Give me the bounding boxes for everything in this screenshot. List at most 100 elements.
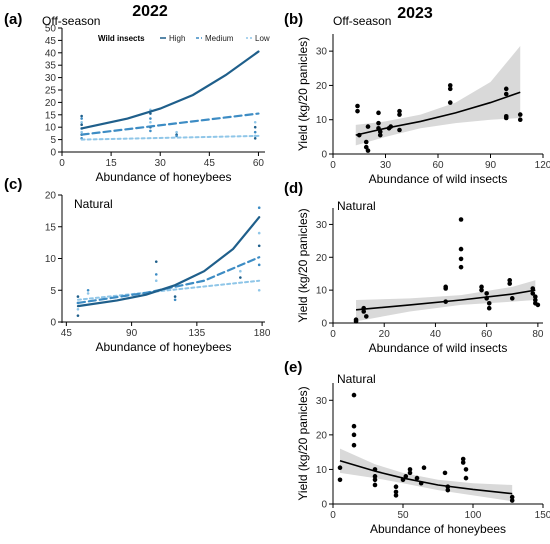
x-tick-label: 40 [430,329,442,340]
data-point [533,297,538,303]
y-tick-label: 50 [45,24,57,35]
x-tick-label: 60 [432,160,444,171]
y-tick-label: 20 [45,98,57,109]
fit-line [355,91,521,136]
y-tick-label: 40 [45,48,57,59]
x-axis-title: Abundance of honeybees [370,522,506,536]
y-tick-label: 25 [45,86,57,97]
data-point [458,246,464,252]
data-point [351,432,357,438]
legend-label-high: High [169,34,185,43]
season-label: Off-season [42,14,100,28]
data-point [86,292,90,295]
confidence-band [340,448,513,502]
data-point [154,273,158,276]
season-label: Off-season [333,14,391,28]
data-point [447,86,453,92]
data-point [363,314,369,319]
data-point [351,442,357,448]
y-tick-label: 30 [45,73,57,84]
series-line-high [76,216,261,308]
x-tick-label: 80 [532,329,544,340]
y-tick-label: 15 [45,222,57,233]
y-tick-label: 5 [50,286,56,297]
x-tick-label: 45 [61,328,73,339]
y-tick-label: 10 [45,254,57,265]
data-point [463,475,469,481]
panel-label: (b) [284,11,303,28]
data-point [535,302,541,308]
y-tick-label: 15 [45,110,57,121]
data-point [80,130,83,134]
data-point [376,120,381,126]
data-point [407,467,413,472]
data-point [463,467,469,472]
data-point [149,120,152,124]
y-tick-label: 0 [50,318,56,329]
data-point [507,281,513,286]
x-tick-label: 90 [126,328,138,339]
series-line-medium [80,112,260,136]
confidence-band [355,46,521,146]
data-point [175,134,178,138]
x-tick-label: 60 [481,329,493,340]
data-point [337,465,343,471]
x-tick-label: 30 [380,160,392,171]
legend-title: Wild insects [98,34,145,43]
y-tick-label: 10 [45,123,57,134]
panel-label: (d) [284,180,303,197]
data-point [479,284,484,290]
data-point [154,279,158,283]
data-point [253,137,257,140]
data-point [363,139,369,145]
x-axis-title: Abundance of honeybees [95,170,231,184]
data-point [447,83,453,88]
data-point [337,477,343,483]
year-2023-heading: 2023 [397,5,433,22]
data-point [257,263,261,267]
y-tick-label: 10 [316,286,328,297]
y-tick-label: 20 [316,430,328,441]
data-point [397,127,402,133]
y-tick-label: 10 [316,115,328,126]
data-point [503,115,509,121]
data-point [253,130,257,134]
data-point [253,125,257,129]
series-line-medium [76,256,261,305]
data-point [257,206,261,209]
data-point [458,217,464,222]
series-line-low [76,279,261,301]
season-label: Natural [74,197,113,211]
y-tick-label: 10 [316,465,328,476]
data-point [393,484,399,490]
data-point [257,231,261,235]
fit-line [339,460,513,495]
data-point [239,269,242,273]
x-tick-label: 0 [330,329,336,340]
y-axis-title: Yield (kg/20 panicles) [296,37,310,151]
data-point [530,291,536,296]
data-point [445,487,451,493]
data-point [509,296,515,301]
year-2022-heading: 2022 [132,3,168,20]
y-tick-label: 20 [316,253,328,264]
x-tick-label: 60 [253,158,265,169]
x-tick-label: 120 [535,160,550,171]
data-point [76,295,80,298]
x-axis-title: Abundance of wild insects [369,172,508,186]
data-point [173,298,177,302]
data-point [460,456,466,462]
data-point [393,493,399,498]
data-point [533,294,538,300]
data-point [484,291,489,296]
data-point [80,117,83,120]
y-tick-label: 5 [50,135,56,146]
x-tick-label: 0 [330,510,336,521]
data-point [149,129,152,133]
x-tick-label: 135 [189,328,206,339]
legend-label-low: Low [255,34,270,43]
panel-e: (e) Natural 0 50 100 150 0 10 20 30 Abundance of h… [284,359,550,536]
data-point [353,319,359,324]
data-point [173,295,177,298]
y-tick-label: 30 [316,220,328,231]
